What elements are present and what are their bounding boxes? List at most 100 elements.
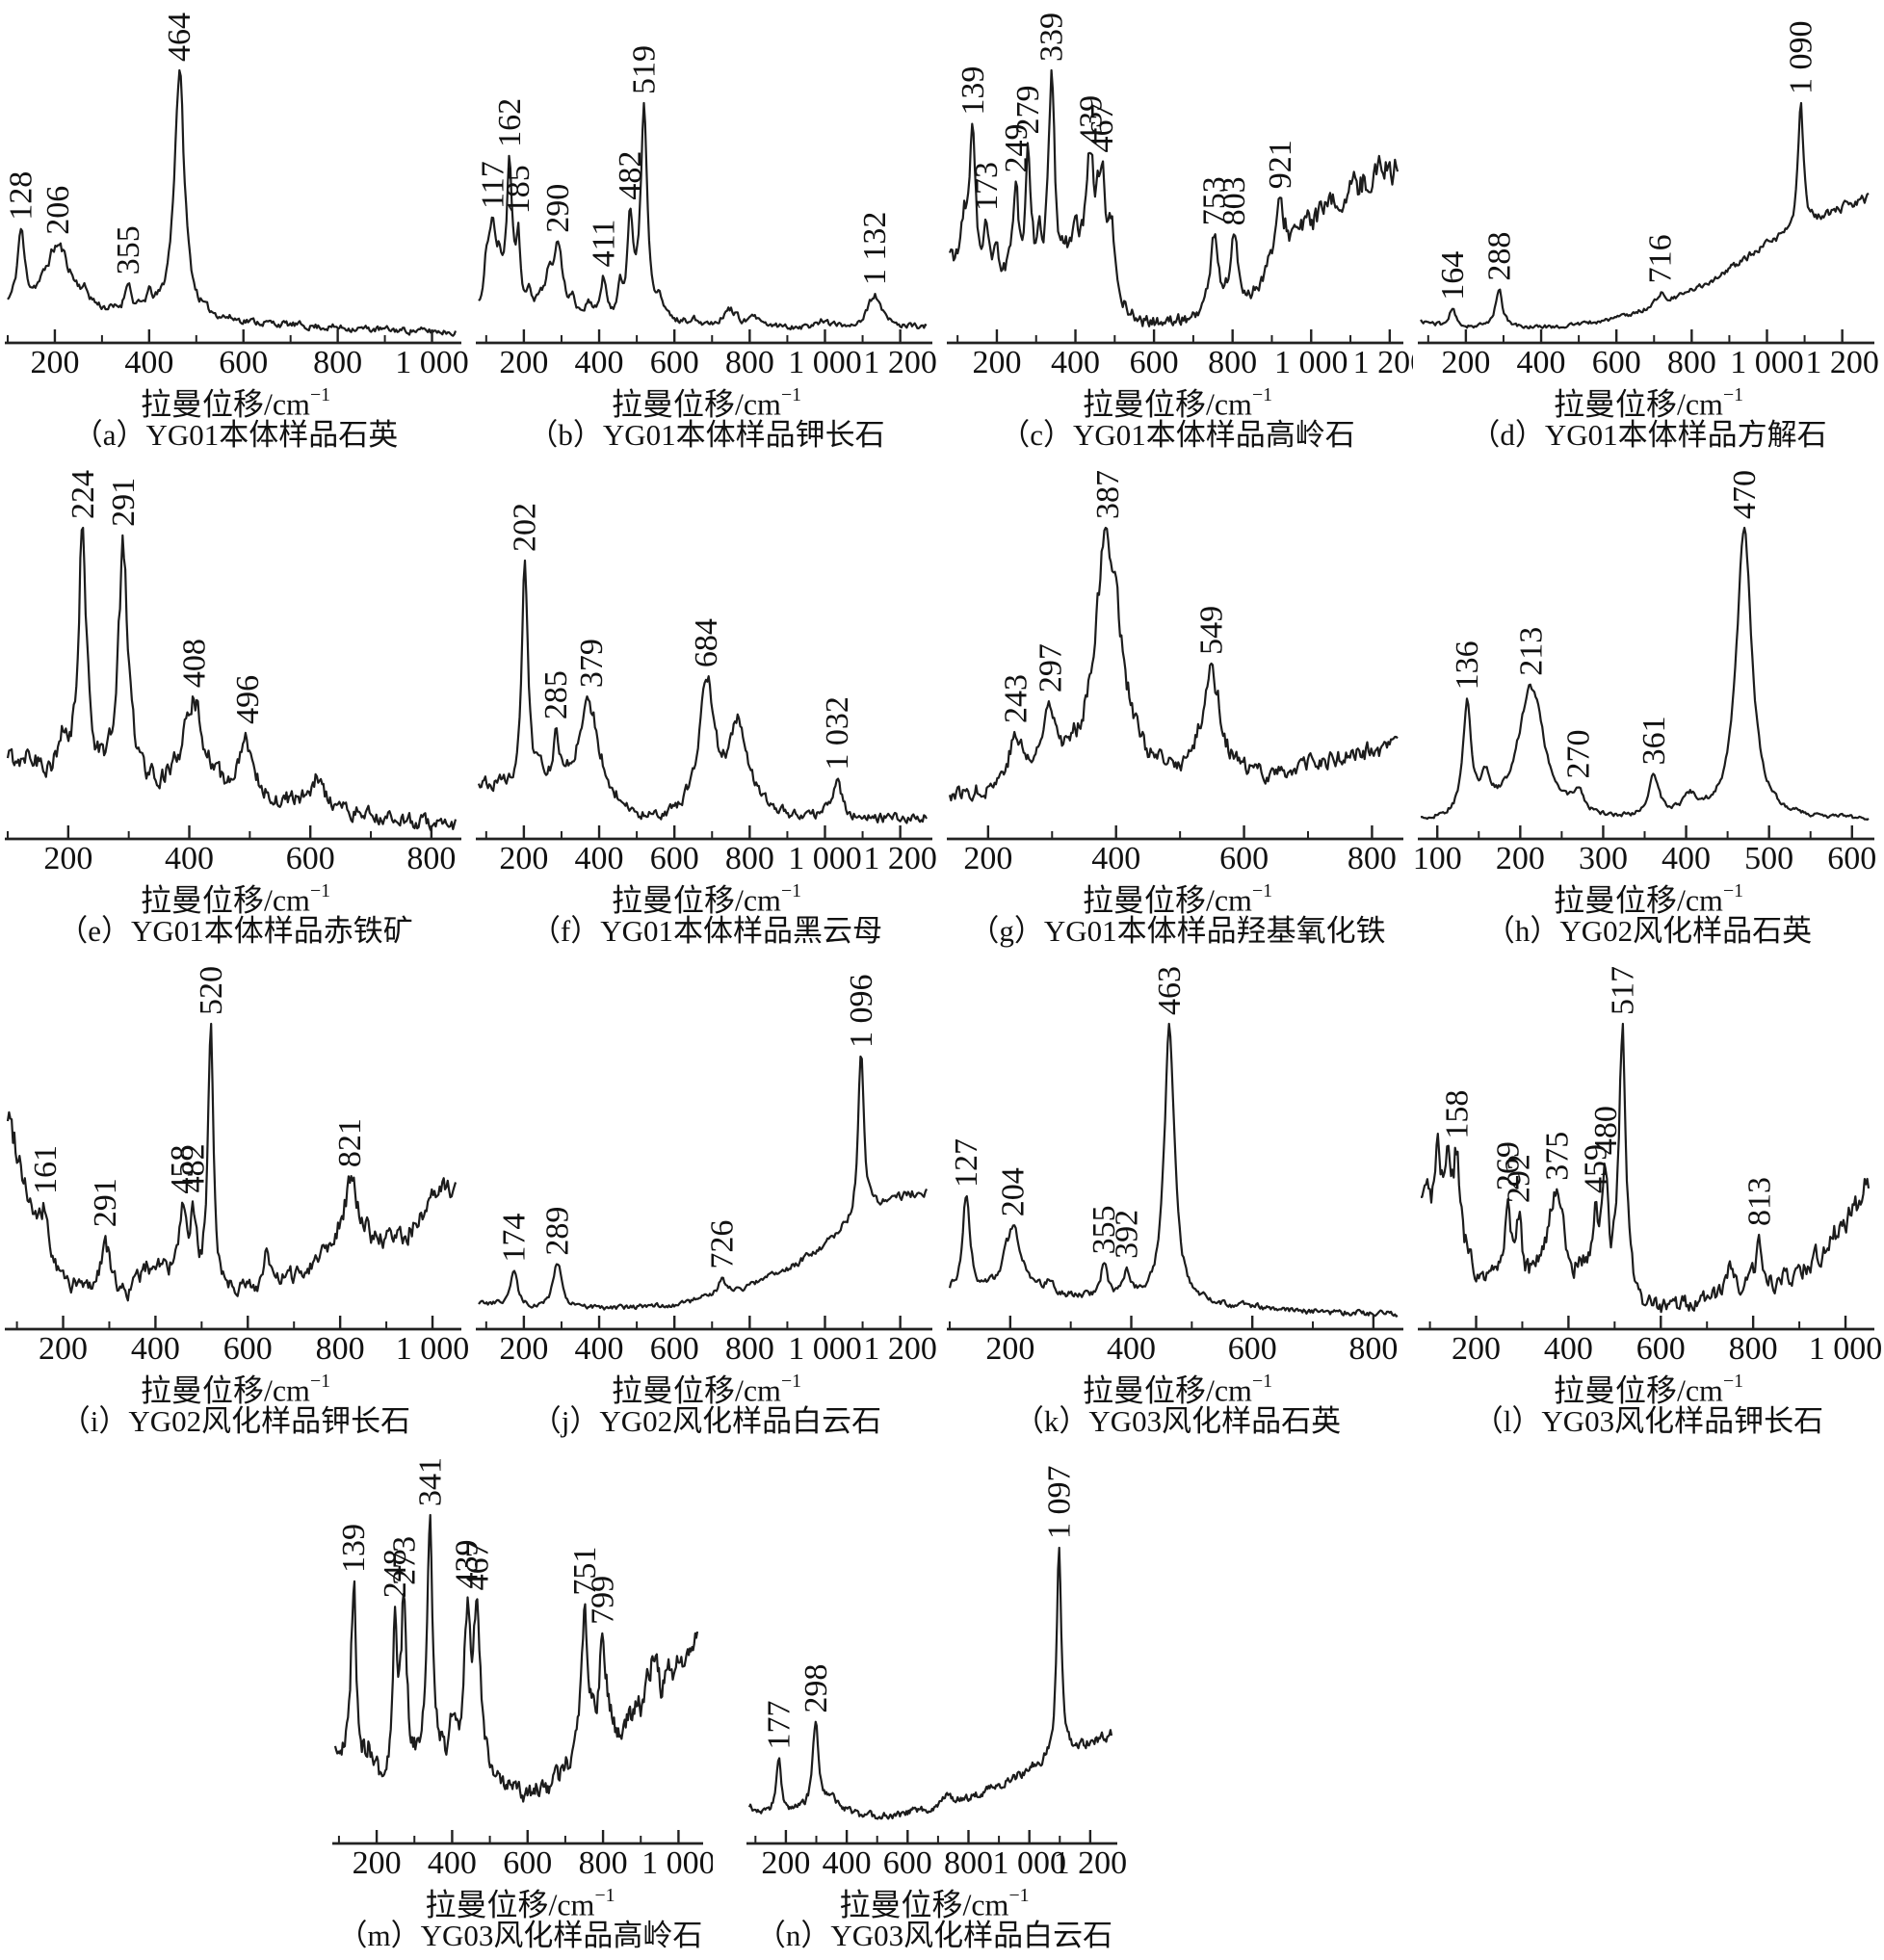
- peak-label: 1 097: [1041, 1466, 1077, 1540]
- panel-caption-i: （i）YG02风化样品钾长石: [60, 1404, 411, 1438]
- x-tick-label: 1 200: [863, 345, 937, 379]
- spectrum-line: [6, 526, 458, 831]
- x-tick-label: 300: [1579, 841, 1628, 875]
- chart-panel-d: 200 400 600 800 1 000 1 200 164 288 716 1 090 拉曼位移…: [1413, 0, 1884, 457]
- chart-panel-h: 100 200 300 400 500 600 136 213 270 361 470 拉曼位移/cm…: [1413, 457, 1884, 954]
- x-tick-label: 400: [1544, 1331, 1593, 1366]
- panel-caption-d: （d）YG01本体样品方解石: [1470, 418, 1827, 452]
- x-tick-label: 600: [650, 345, 699, 379]
- spectrum-plot-a: 200 400 600 800 1 000 128 206 355 464: [4, 13, 469, 379]
- panel-caption-g: （g）YG01本体样品羟基氧化铁: [969, 914, 1386, 948]
- chart-panel-a: 200 400 600 800 1 000 128 206 355 464 拉曼位移/cm−1 （a…: [0, 0, 471, 457]
- peak-label: 127: [949, 1138, 984, 1188]
- x-tick-label: 200: [985, 1331, 1034, 1366]
- peak-label: 467: [1085, 103, 1120, 152]
- x-tick-label: 1 000: [1274, 345, 1348, 379]
- panel-caption-b: （b）YG01本体样品钾长石: [528, 418, 885, 452]
- spectrum-plot-h: 100 200 300 400 500 600 136 213 270 361 470: [1413, 470, 1876, 875]
- peak-label: 458: [165, 1145, 200, 1194]
- x-axis-title-text: 拉曼位移/cm: [140, 1372, 310, 1408]
- peak-label: 803: [1217, 176, 1252, 225]
- spectrum-plot-d: 200 400 600 800 1 000 1 200 164 288 716 1 090: [1418, 21, 1879, 379]
- x-tick-label: 800: [725, 1331, 774, 1366]
- x-tick-label: 600: [883, 1845, 932, 1880]
- x-tick-label: 600: [1636, 1331, 1686, 1366]
- x-tick-label: 800: [1348, 841, 1397, 875]
- spectrum-line: [1420, 526, 1870, 822]
- peak-label: 243: [998, 674, 1034, 723]
- x-axis-title-text: 拉曼位移/cm: [611, 882, 781, 918]
- spectrum-line: [1420, 1022, 1871, 1314]
- x-axis-title: 拉曼位移/cm−1: [612, 379, 802, 422]
- figure-row-2: 200 400 600 800 224 291 408 496 拉曼位移/cm−1 （e）YG01…: [0, 457, 1884, 954]
- x-tick-label: 800: [1667, 345, 1716, 379]
- panel-caption-c: （c）YG01本体样品高岭石: [1000, 418, 1355, 452]
- x-tick-label: 600: [1592, 345, 1641, 379]
- x-tick-label: 1 000: [396, 1331, 470, 1366]
- spectrum-plot-j: 200 400 600 800 1 000 1 200 174 289 726 1 096: [476, 975, 937, 1366]
- peak-label: 139: [336, 1524, 372, 1573]
- x-axis-title: 拉曼位移/cm−1: [141, 1366, 330, 1408]
- x-axis-title: 拉曼位移/cm−1: [1554, 1366, 1743, 1408]
- x-tick-label: 600: [1130, 345, 1179, 379]
- peak-label: 520: [194, 966, 229, 1015]
- figure-row-1: 200 400 600 800 1 000 128 206 355 464 拉曼位移/cm−1 （a…: [0, 0, 1884, 457]
- peak-label: 519: [627, 45, 663, 94]
- x-tick-label: 200: [30, 345, 79, 379]
- x-tick-label: 400: [575, 1331, 624, 1366]
- x-axis-title: 拉曼位移/cm−1: [1083, 875, 1272, 918]
- peak-label: 177: [762, 1701, 798, 1750]
- peak-label: 921: [1263, 140, 1298, 189]
- peak-label: 439: [450, 1539, 485, 1588]
- peak-label: 375: [1539, 1132, 1575, 1181]
- peak-label: 408: [177, 639, 213, 688]
- x-tick-label: 400: [124, 345, 173, 379]
- x-axis-title: 拉曼位移/cm−1: [612, 1366, 801, 1408]
- peak-label: 285: [538, 670, 574, 719]
- spectrum-line: [948, 68, 1400, 327]
- chart-panel-b: 200 400 600 800 1 000 1 200 117 162 185 290 411 482…: [471, 0, 942, 457]
- peak-label: 136: [1450, 640, 1485, 690]
- x-axis-title-exponent: −1: [780, 384, 802, 406]
- spectrum-line: [478, 101, 928, 331]
- x-tick-label: 1 000: [1809, 1331, 1883, 1366]
- x-axis-title: 拉曼位移/cm−1: [425, 1880, 615, 1922]
- peak-label: 470: [1727, 470, 1763, 519]
- x-tick-label: 200: [499, 841, 548, 875]
- x-tick-label: 400: [575, 841, 624, 875]
- x-tick-label: 800: [579, 1845, 628, 1880]
- spectrum-line: [478, 1055, 929, 1311]
- x-axis-title: 拉曼位移/cm−1: [1554, 875, 1743, 918]
- x-tick-label: 800: [1348, 1331, 1398, 1366]
- x-tick-label: 600: [1228, 1331, 1277, 1366]
- peak-label: 726: [704, 1220, 740, 1269]
- peak-label: 164: [1435, 251, 1471, 301]
- peak-label: 213: [1514, 627, 1550, 676]
- x-axis-title-text: 拉曼位移/cm: [1553, 1372, 1723, 1408]
- peak-label: 185: [501, 165, 536, 214]
- x-axis-title: 拉曼位移/cm−1: [839, 1880, 1029, 1922]
- peak-label: 139: [955, 66, 991, 116]
- peak-label: 379: [574, 639, 610, 688]
- x-tick-label: 600: [650, 841, 699, 875]
- x-axis-title-text: 拉曼位移/cm: [1553, 386, 1723, 422]
- peak-label: 128: [4, 171, 39, 221]
- x-axis-title-exponent: −1: [309, 880, 331, 902]
- peak-label: 459: [1579, 1144, 1614, 1193]
- peak-label: 248: [378, 1549, 413, 1598]
- chart-panel-k: 200 400 600 800 127 204 355 392 463 拉曼位移/cm−1 （k）Y…: [942, 954, 1413, 1445]
- x-tick-label: 400: [1662, 841, 1711, 875]
- peak-label: 392: [1109, 1210, 1144, 1259]
- panel-caption-h: （h）YG02风化样品石英: [1484, 914, 1813, 948]
- spectrum-plot-b: 200 400 600 800 1 000 1 200 117 162 185 290 411 482…: [475, 45, 937, 379]
- x-tick-label: 400: [1051, 345, 1100, 379]
- x-tick-label: 400: [165, 841, 214, 875]
- peak-label: 269: [1491, 1141, 1527, 1190]
- chart-panel-g: 200 400 600 800 243 297 387 549 拉曼位移/cm−1 （g）YG01…: [942, 457, 1413, 954]
- spectrum-line: [477, 559, 928, 824]
- peak-label: 480: [1588, 1106, 1624, 1155]
